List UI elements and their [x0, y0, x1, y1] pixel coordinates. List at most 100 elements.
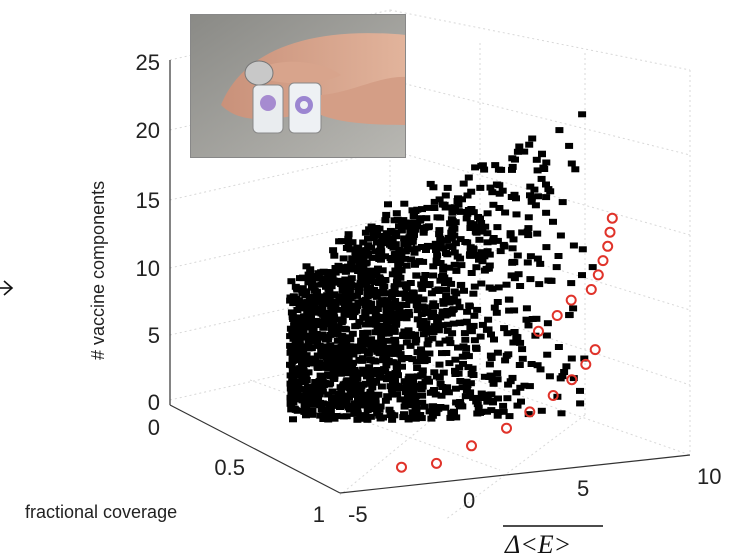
cloud-point — [477, 249, 486, 256]
cloud-point — [372, 293, 381, 300]
cloud-point — [493, 412, 502, 419]
cloud-point — [565, 142, 574, 149]
cloud-point — [304, 394, 313, 401]
cloud-point — [385, 344, 394, 351]
cloud-point — [454, 370, 463, 377]
cloud-point — [471, 228, 480, 235]
cloud-point — [337, 333, 346, 339]
cloud-point — [351, 264, 360, 271]
cloud-point — [437, 392, 446, 399]
cloud-point — [392, 251, 400, 258]
cloud-point — [402, 285, 411, 292]
cloud-point — [401, 248, 410, 255]
cloud-point — [347, 275, 356, 282]
cloud-point — [457, 262, 466, 269]
cloud-point — [515, 362, 524, 368]
cloud-point — [400, 328, 409, 335]
cloud-point — [369, 402, 378, 409]
cloud-point — [483, 394, 492, 401]
cloud-point — [361, 309, 370, 316]
cloud-point — [317, 343, 326, 350]
cloud-point — [412, 245, 421, 252]
cloud-point — [356, 413, 365, 420]
cloud-point — [324, 273, 333, 280]
cloud-point — [418, 206, 426, 213]
cloud-point — [418, 392, 427, 399]
cloud-point — [379, 345, 388, 352]
cloud-point — [450, 288, 459, 295]
cloud-point — [510, 307, 519, 314]
cloud-point — [439, 266, 448, 273]
cloud-point — [315, 275, 324, 282]
cloud-point — [485, 284, 494, 291]
cloud-point — [327, 303, 336, 310]
cloud-point — [324, 391, 333, 398]
cloud-point — [409, 373, 418, 380]
cloud-point — [540, 166, 549, 172]
cloud-point — [443, 237, 452, 244]
cloud-point — [447, 280, 456, 287]
cloud-point — [328, 395, 336, 402]
cloud-point — [424, 282, 433, 289]
cloud-point — [356, 370, 365, 377]
cloud-point — [527, 198, 536, 205]
cloud-point — [413, 223, 422, 230]
z-axis-label: # vaccine components — [88, 181, 108, 360]
cloud-point — [440, 201, 449, 208]
cloud-point — [495, 205, 504, 211]
cloud-point — [483, 408, 491, 415]
cloud-point — [400, 200, 409, 207]
cloud-point — [348, 365, 356, 372]
cloud-point — [405, 311, 414, 318]
cloud-point — [494, 395, 502, 402]
cloud-point — [390, 285, 399, 292]
cloud-point — [432, 247, 440, 253]
cloud-point — [418, 399, 427, 406]
cloud-point — [363, 329, 372, 336]
cloud-point — [397, 252, 406, 259]
cloud-point — [478, 258, 487, 265]
cloud-point — [419, 229, 428, 236]
cloud-point — [542, 332, 551, 339]
cloud-point — [286, 394, 295, 401]
cloud-point — [412, 382, 421, 389]
cloud-point — [293, 389, 302, 396]
cloud-point — [353, 375, 362, 382]
cloud-point — [353, 303, 362, 310]
red-circle-point — [547, 390, 559, 401]
cloud-point — [393, 391, 402, 398]
cloud-point — [332, 344, 341, 351]
cloud-point — [307, 358, 316, 365]
cloud-point — [355, 261, 364, 268]
cloud-point — [341, 370, 350, 377]
cloud-point — [576, 387, 584, 394]
cloud-point — [351, 323, 360, 330]
cloud-point — [525, 141, 534, 148]
cloud-point — [319, 353, 328, 360]
cloud-point — [526, 183, 535, 190]
cloud-point — [435, 231, 444, 238]
cloud-point — [312, 293, 321, 300]
cloud-point — [469, 290, 478, 297]
cloud-point — [443, 327, 452, 334]
cloud-point — [459, 343, 468, 350]
cloud-point — [464, 174, 473, 181]
cloud-point — [302, 333, 311, 339]
cloud-point — [311, 379, 320, 385]
cloud-point — [418, 370, 427, 377]
cloud-point — [294, 385, 303, 392]
red-circle-point — [606, 212, 618, 224]
cloud-point — [334, 400, 343, 407]
cloud-point — [431, 323, 439, 330]
cloud-point — [562, 363, 571, 370]
cloud-point — [483, 248, 492, 255]
cloud-point — [423, 341, 432, 348]
cloud-point — [395, 305, 404, 312]
cloud-point — [301, 292, 310, 299]
cloud-point — [488, 397, 497, 404]
cloud-point — [537, 407, 546, 414]
cloud-point — [289, 335, 298, 342]
cloud-point — [410, 249, 419, 256]
cloud-point — [302, 389, 311, 396]
cloud-point — [364, 316, 373, 323]
